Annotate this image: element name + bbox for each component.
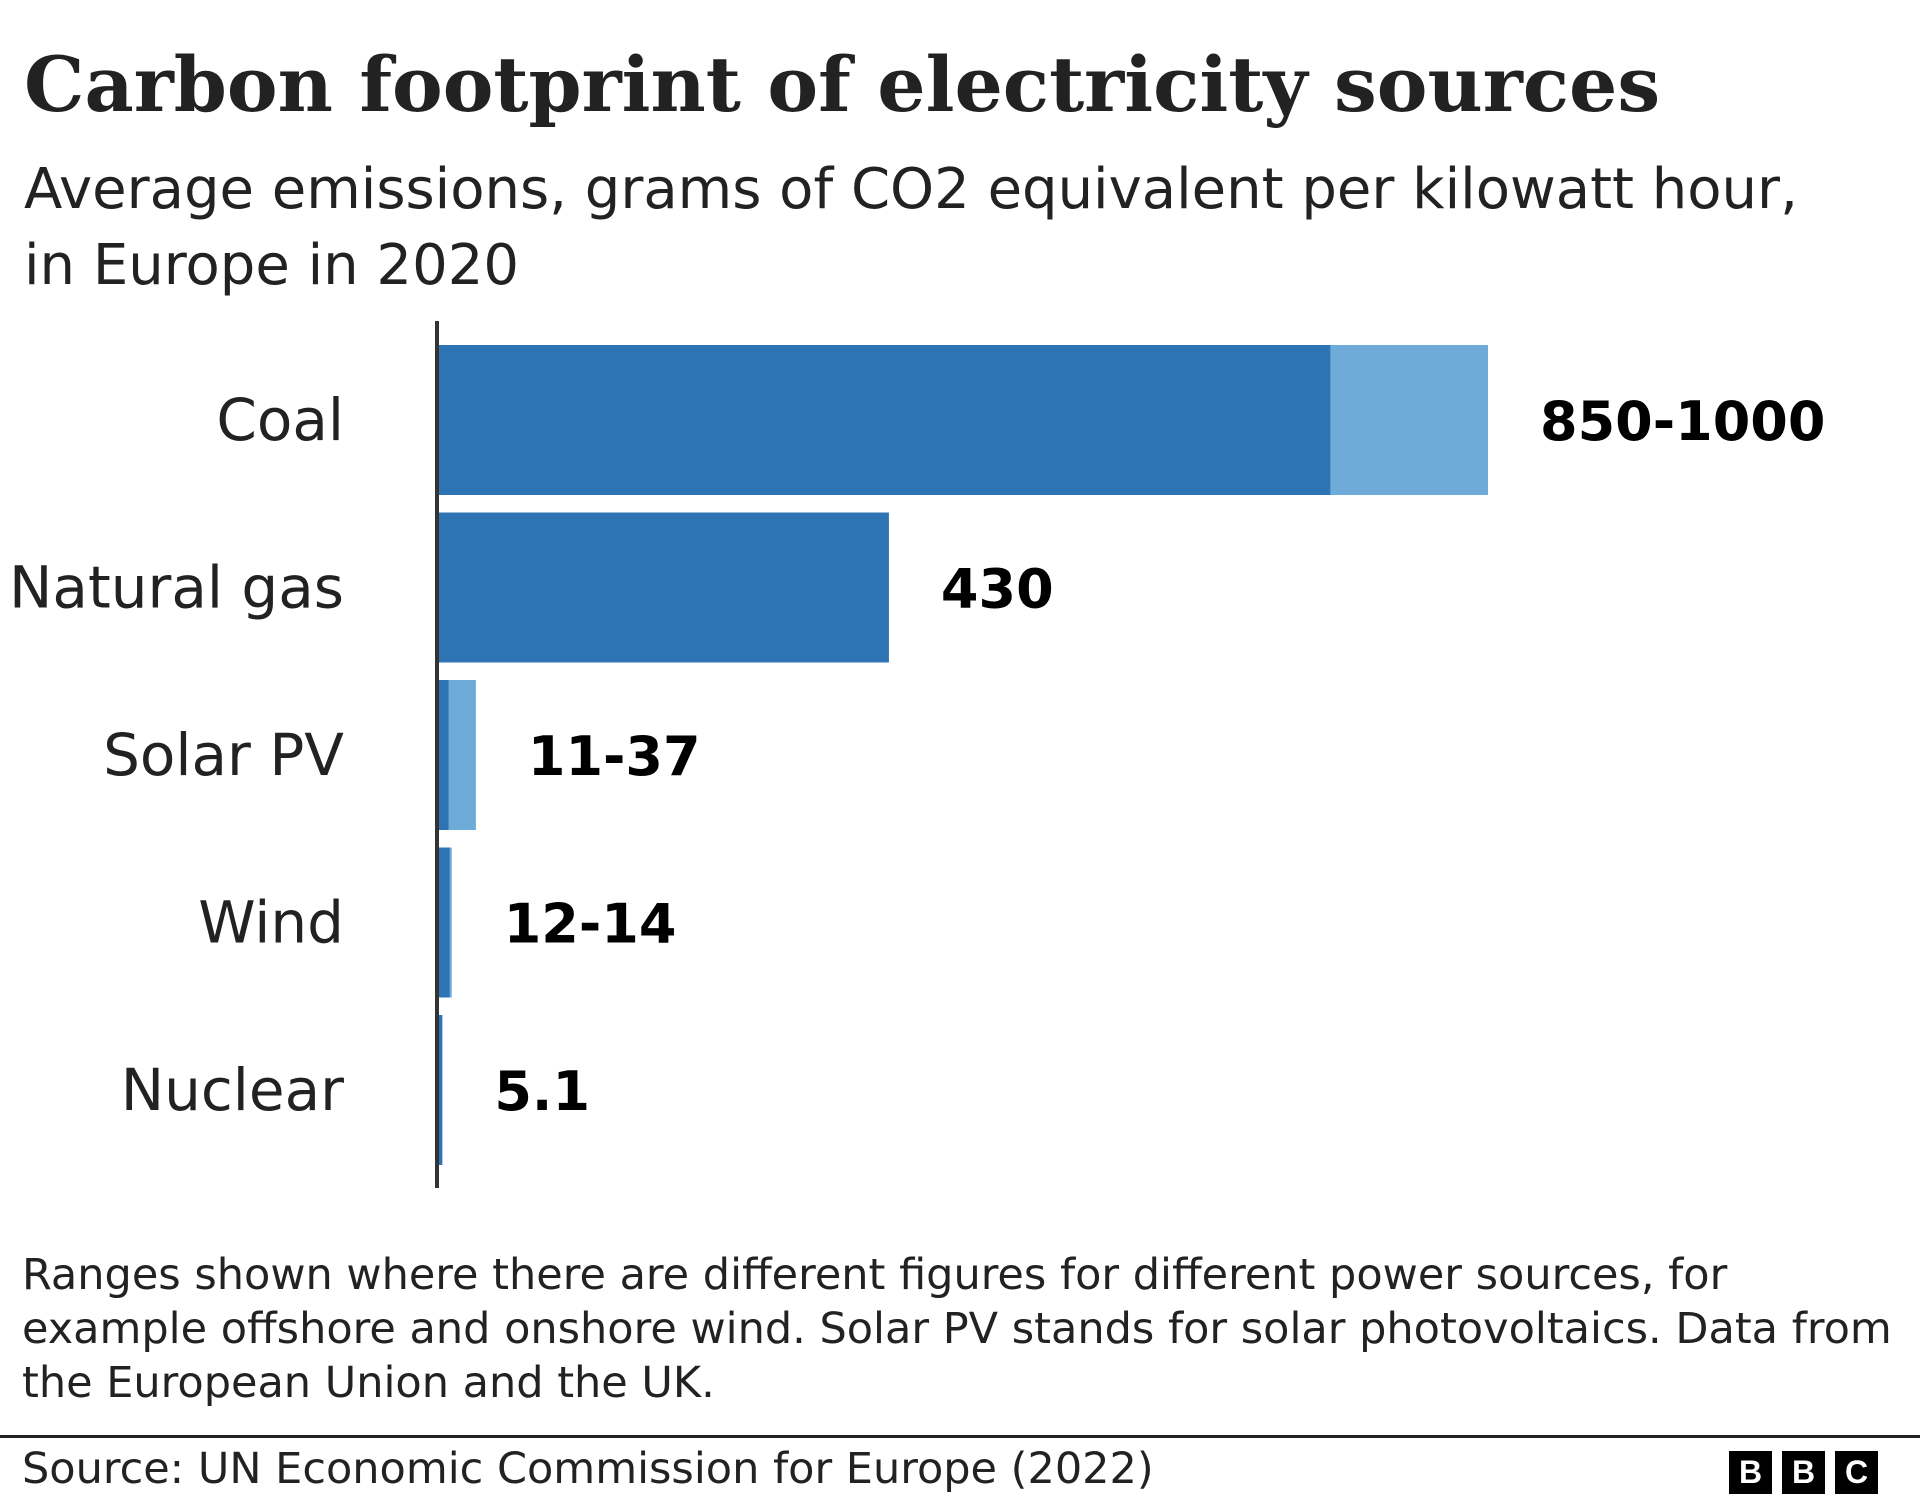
source-text: Source: UN Economic Commission for Europ… [22,1444,1154,1494]
data-label: 5.1 [494,1060,590,1123]
bar [437,847,450,998]
data-label: 12-14 [504,893,677,956]
category-label: Solar PV [103,721,344,789]
footnote: Ranges shown where there are different f… [22,1250,1892,1408]
bar-chart: Coal 850-1000 Natural gas 430 Solar PV 11-37 W… [9,321,1825,1188]
data-label: 430 [941,558,1054,621]
bar [437,345,1331,495]
logo-letter: C [1835,1451,1878,1494]
logo-letter: B [1729,1451,1772,1494]
bar [437,512,889,663]
category-label: Nuclear [121,1056,344,1124]
bbc-logo: B B C [1729,1451,1878,1494]
chart-title: Carbon footprint of electricity sources [24,40,1661,129]
bar [437,680,449,830]
chart-subtitle: Average emissions, grams of CO2 equivale… [24,157,1798,298]
category-label: Coal [216,386,344,454]
category-label: Natural gas [9,554,344,622]
data-label: 850-1000 [1540,390,1825,453]
bar [437,1015,443,1165]
divider [0,1435,1920,1438]
category-label: Wind [198,889,344,957]
logo-letter: B [1782,1451,1825,1494]
data-label: 11-37 [528,725,701,788]
